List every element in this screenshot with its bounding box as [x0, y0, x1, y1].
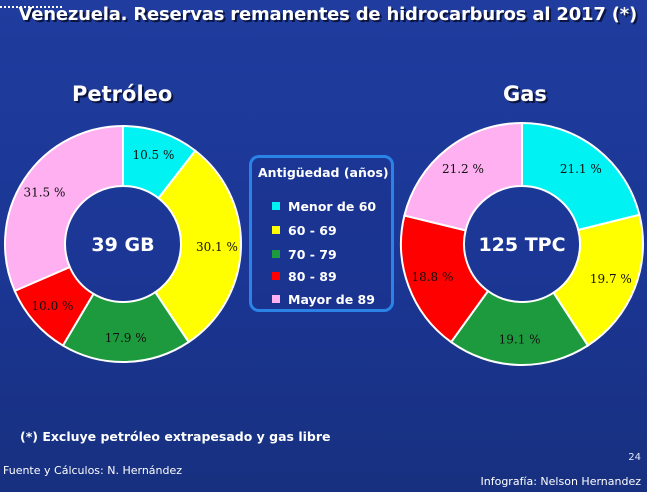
donut-slice — [4, 124, 124, 293]
slice-label: 19.7 % — [590, 272, 632, 286]
donut-slice — [521, 121, 641, 232]
donut-slice — [153, 149, 242, 344]
page-number: 24 — [628, 452, 641, 463]
legend-swatch — [272, 202, 280, 210]
donut-slice — [403, 121, 523, 232]
legend-swatch — [272, 295, 280, 303]
legend-swatch — [272, 226, 280, 234]
slice-label: 18.8 % — [411, 270, 453, 284]
legend-label: Menor de 60 — [288, 198, 377, 214]
legend-label: 60 - 69 — [288, 222, 337, 238]
slice-label: 30.1 % — [196, 240, 238, 254]
donut-slice — [552, 213, 644, 347]
slice-label: 10.0 % — [32, 299, 74, 313]
legend-item-60-69: 60 - 69 — [272, 222, 337, 238]
footnote: (*) Excluye petróleo extrapesado y gas l… — [20, 429, 331, 444]
legend: Antigüedad (años) Menor de 60 60 - 69 70… — [249, 155, 394, 312]
chart-title-petroleo: Petróleo — [72, 82, 173, 106]
legend-label: 80 - 89 — [288, 268, 337, 284]
page-title: Venezuela. Reservas remanentes de hidroc… — [18, 4, 637, 25]
donut-slice — [449, 289, 590, 366]
donut-slice — [400, 214, 490, 344]
legend-item-80-89: 80 - 89 — [272, 268, 337, 284]
legend-label: 70 - 79 — [288, 246, 337, 262]
legend-swatch — [272, 250, 280, 258]
legend-item-70-79: 70 - 79 — [272, 246, 337, 262]
slice-label: 21.1 % — [560, 162, 602, 176]
legend-swatch — [272, 272, 280, 280]
legend-title: Antigüedad (años) — [258, 165, 389, 180]
slice-label: 31.5 % — [23, 185, 65, 199]
legend-item-mayor-89: Mayor de 89 — [272, 291, 375, 307]
legend-label: Mayor de 89 — [288, 291, 375, 307]
slice-label: 21.2 % — [442, 162, 484, 176]
chart-title-gas: Gas — [503, 82, 547, 106]
source-text: Fuente y Cálculos: N. Hernández — [3, 464, 183, 477]
donut-center-label: 125 TPC — [478, 234, 565, 256]
top-dotted-rule — [0, 6, 62, 11]
slice-label: 19.1 % — [499, 332, 541, 346]
slice-label: 17.9 % — [105, 331, 147, 345]
slice-label: 10.5 % — [132, 148, 174, 162]
credit-text: Infografía: Nelson Hernandez — [480, 475, 642, 488]
legend-item-menor-60: Menor de 60 — [272, 198, 376, 214]
donut-center-label: 39 GB — [91, 234, 154, 256]
